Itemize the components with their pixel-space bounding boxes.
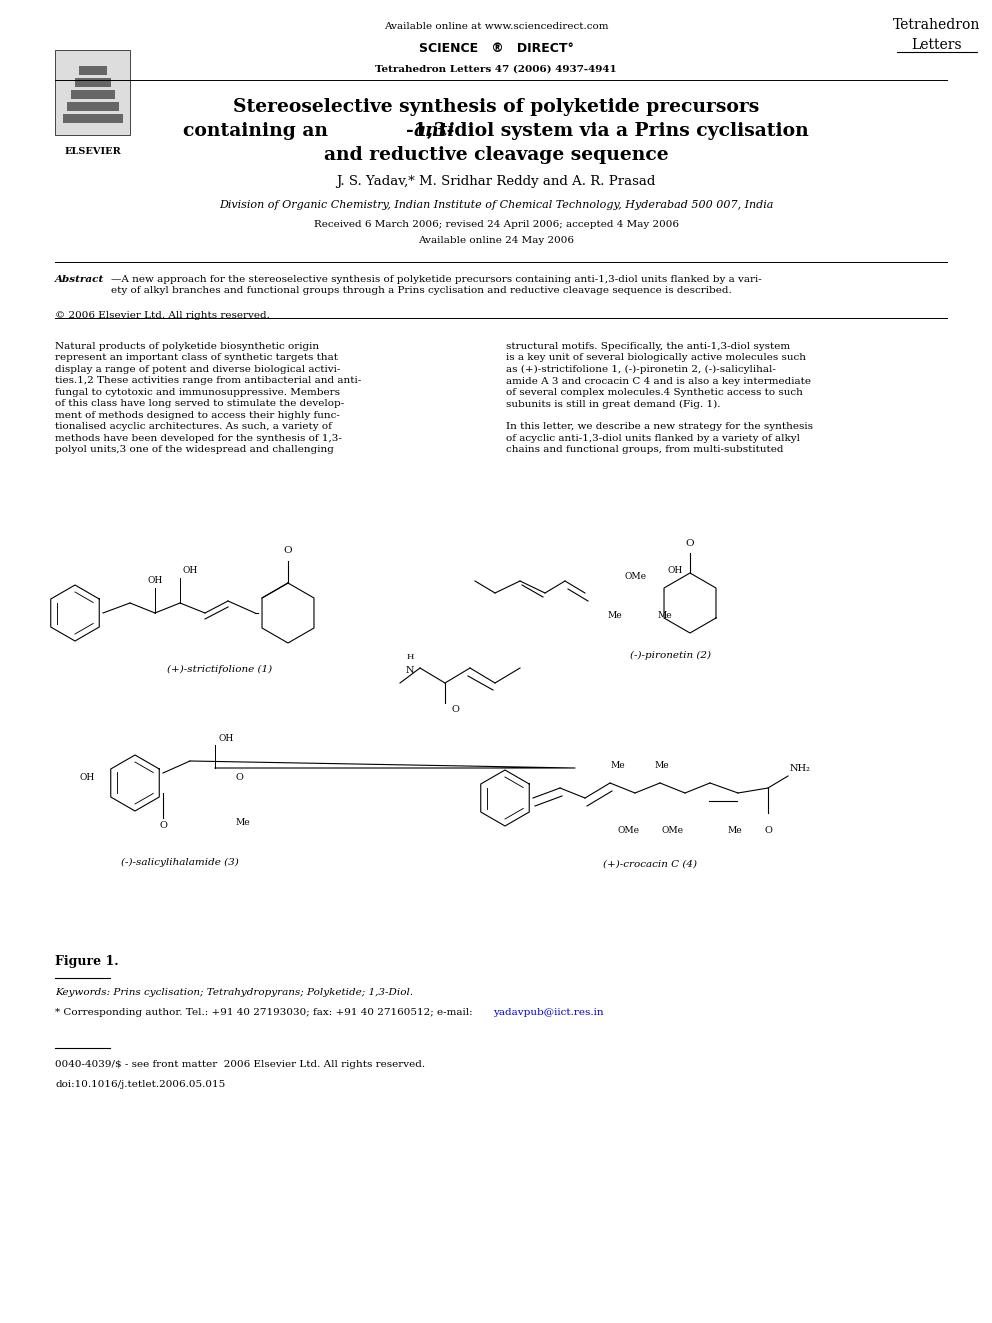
- Text: Tetrahedron Letters 47 (2006) 4937-4941: Tetrahedron Letters 47 (2006) 4937-4941: [375, 65, 617, 74]
- Text: ELSEVIER: ELSEVIER: [64, 147, 121, 156]
- Text: (-)-salicylihalamide (3): (-)-salicylihalamide (3): [121, 859, 239, 867]
- Text: N: N: [406, 665, 415, 675]
- Text: (+)-crocacin C (4): (+)-crocacin C (4): [603, 860, 697, 869]
- Text: © 2006 Elsevier Ltd. All rights reserved.: © 2006 Elsevier Ltd. All rights reserved…: [55, 311, 270, 320]
- Text: OMe: OMe: [624, 572, 646, 581]
- Text: 0040-4039/$ - see front matter  2006 Elsevier Ltd. All rights reserved.: 0040-4039/$ - see front matter 2006 Else…: [55, 1060, 426, 1069]
- Text: structural motifs. Specifically, the anti-1,3-diol system
is a key unit of sever: structural motifs. Specifically, the ant…: [506, 343, 813, 454]
- Text: yadavpub@iict.res.in: yadavpub@iict.res.in: [493, 1008, 603, 1017]
- Text: OH: OH: [148, 576, 163, 585]
- Text: Received 6 March 2006; revised 24 April 2006; accepted 4 May 2006: Received 6 March 2006; revised 24 April …: [313, 220, 679, 229]
- Text: Tetrahedron: Tetrahedron: [894, 19, 981, 32]
- Text: SCIENCE   ®   DIRECT°: SCIENCE ® DIRECT°: [419, 42, 573, 56]
- Text: O: O: [764, 826, 772, 835]
- Text: NH₂: NH₂: [790, 763, 810, 773]
- Text: (-)-pironetin (2): (-)-pironetin (2): [630, 651, 710, 660]
- Text: H: H: [407, 654, 414, 662]
- Text: OMe: OMe: [661, 826, 683, 835]
- Text: O: O: [685, 538, 694, 548]
- Text: Me: Me: [655, 761, 670, 770]
- Bar: [55, 50, 130, 135]
- Text: Me: Me: [608, 611, 622, 620]
- Bar: [74, 78, 110, 87]
- Bar: [62, 114, 122, 123]
- Text: OMe: OMe: [617, 826, 639, 835]
- Text: O: O: [235, 774, 243, 782]
- Bar: [70, 90, 114, 99]
- Text: OH: OH: [182, 566, 197, 576]
- Text: OH: OH: [79, 774, 95, 782]
- Bar: [78, 66, 106, 75]
- Text: * Corresponding author. Tel.: +91 40 27193030; fax: +91 40 27160512; e-mail:: * Corresponding author. Tel.: +91 40 271…: [55, 1008, 476, 1017]
- Text: O: O: [284, 546, 293, 556]
- Text: doi:10.1016/j.tetlet.2006.05.015: doi:10.1016/j.tetlet.2006.05.015: [55, 1080, 225, 1089]
- Text: and reductive cleavage sequence: and reductive cleavage sequence: [323, 146, 669, 164]
- Text: Me: Me: [235, 818, 250, 827]
- Text: Stereoselective synthesis of polyketide precursors: Stereoselective synthesis of polyketide …: [233, 98, 759, 116]
- Text: O: O: [159, 822, 167, 830]
- Text: (+)-strictifolione (1): (+)-strictifolione (1): [168, 665, 273, 675]
- Text: Natural products of polyketide biosynthetic origin
represent an important class : Natural products of polyketide biosynthe…: [55, 343, 361, 454]
- Text: Figure 1.: Figure 1.: [55, 955, 119, 968]
- Text: Letters: Letters: [912, 38, 962, 52]
- Text: Available online 24 May 2006: Available online 24 May 2006: [418, 235, 574, 245]
- Text: OH: OH: [218, 734, 233, 744]
- Text: Abstract: Abstract: [55, 275, 104, 284]
- Text: Division of Organic Chemistry, Indian Institute of Chemical Technology, Hyderaba: Division of Organic Chemistry, Indian In…: [219, 200, 773, 210]
- Text: Available online at www.sciencedirect.com: Available online at www.sciencedirect.co…: [384, 22, 608, 30]
- Text: J. S. Yadav,* M. Sridhar Reddy and A. R. Prasad: J. S. Yadav,* M. Sridhar Reddy and A. R.…: [336, 175, 656, 188]
- Text: O: O: [452, 705, 460, 714]
- Bar: [66, 102, 118, 111]
- Text: anti: anti: [414, 122, 454, 140]
- Text: containing an            -1,3-diol system via a Prins cyclisation: containing an -1,3-diol system via a Pri…: [184, 122, 808, 140]
- Text: Me: Me: [611, 761, 625, 770]
- Text: OH: OH: [668, 566, 682, 576]
- Text: Me: Me: [728, 826, 742, 835]
- Text: Keywords: Prins cyclisation; Tetrahydropyrans; Polyketide; 1,3-Diol.: Keywords: Prins cyclisation; Tetrahydrop…: [55, 988, 413, 998]
- Text: —A new approach for the stereoselective synthesis of polyketide precursors conta: —A new approach for the stereoselective …: [111, 275, 762, 295]
- Text: Me: Me: [658, 611, 673, 620]
